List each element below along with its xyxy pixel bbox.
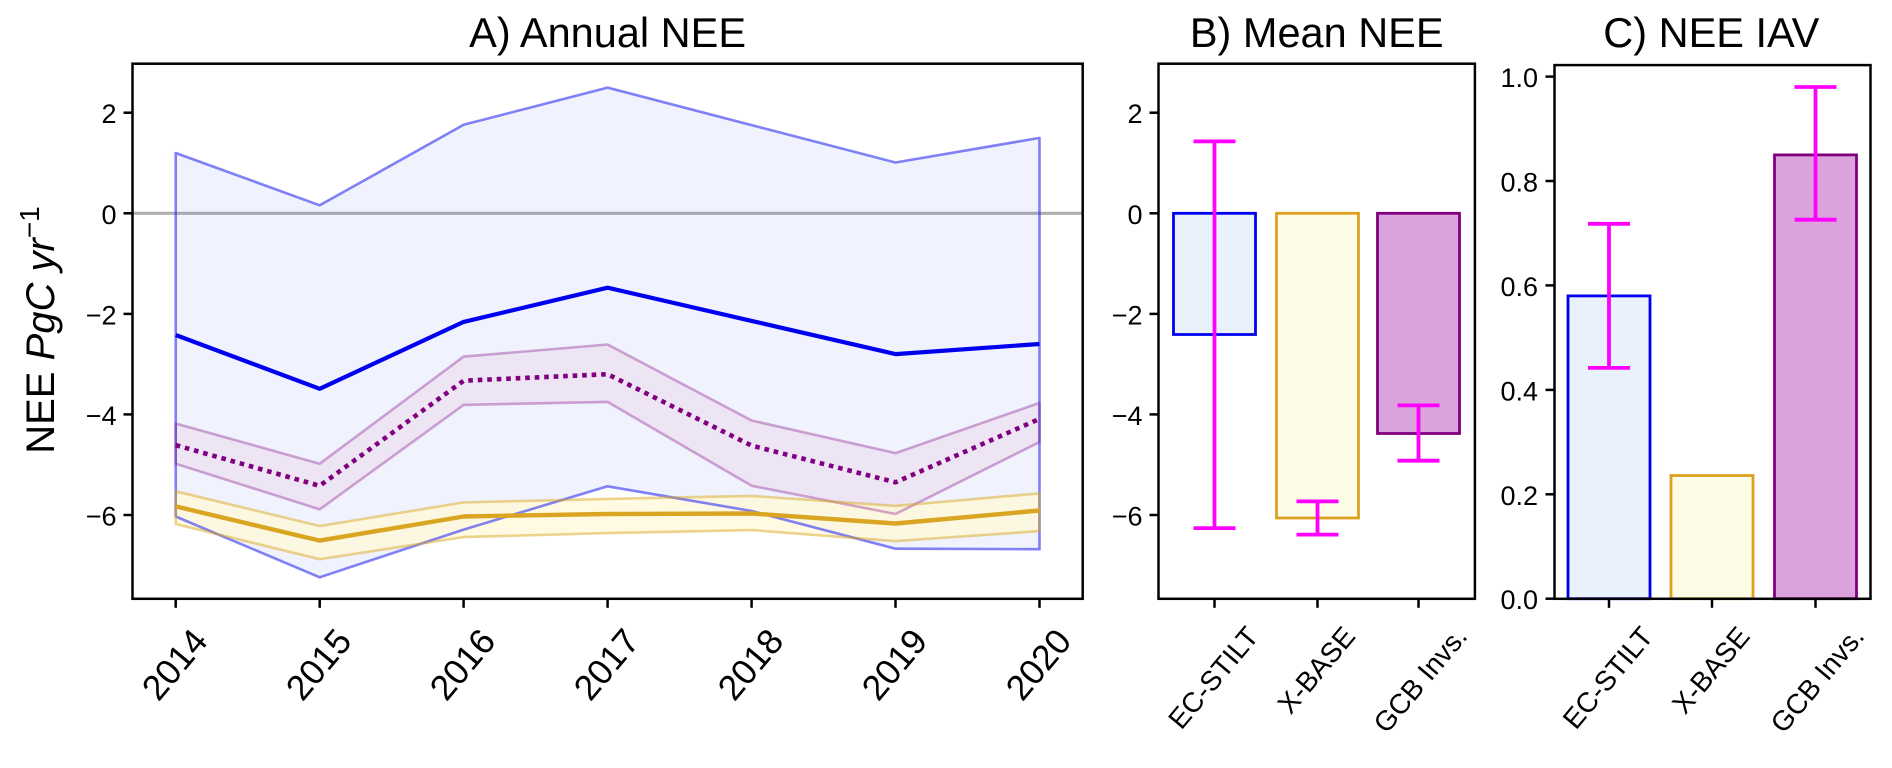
svg-text:C) NEE IAV: C) NEE IAV: [1603, 9, 1819, 56]
svg-text:B) Mean NEE: B) Mean NEE: [1190, 9, 1444, 56]
svg-text:0: 0: [1127, 200, 1142, 230]
svg-text:2: 2: [1127, 99, 1142, 129]
svg-text:0.6: 0.6: [1500, 272, 1538, 302]
svg-text:0.0: 0.0: [1500, 585, 1538, 615]
svg-text:−6: −6: [1112, 502, 1143, 532]
svg-text:2: 2: [101, 99, 116, 129]
svg-text:1.0: 1.0: [1500, 63, 1538, 93]
svg-text:−2: −2: [86, 300, 117, 330]
svg-text:0.4: 0.4: [1500, 376, 1538, 406]
svg-text:−2: −2: [1112, 300, 1143, 330]
svg-text:0: 0: [101, 200, 116, 230]
svg-text:A) Annual NEE: A) Annual NEE: [469, 9, 746, 56]
svg-text:0.8: 0.8: [1500, 168, 1538, 198]
svg-text:−6: −6: [86, 502, 117, 532]
svg-text:NEE PgC yr−1: NEE PgC yr−1: [14, 206, 63, 454]
svg-text:−4: −4: [86, 401, 117, 431]
svg-text:0.2: 0.2: [1500, 481, 1538, 511]
svg-text:−4: −4: [1112, 401, 1143, 431]
